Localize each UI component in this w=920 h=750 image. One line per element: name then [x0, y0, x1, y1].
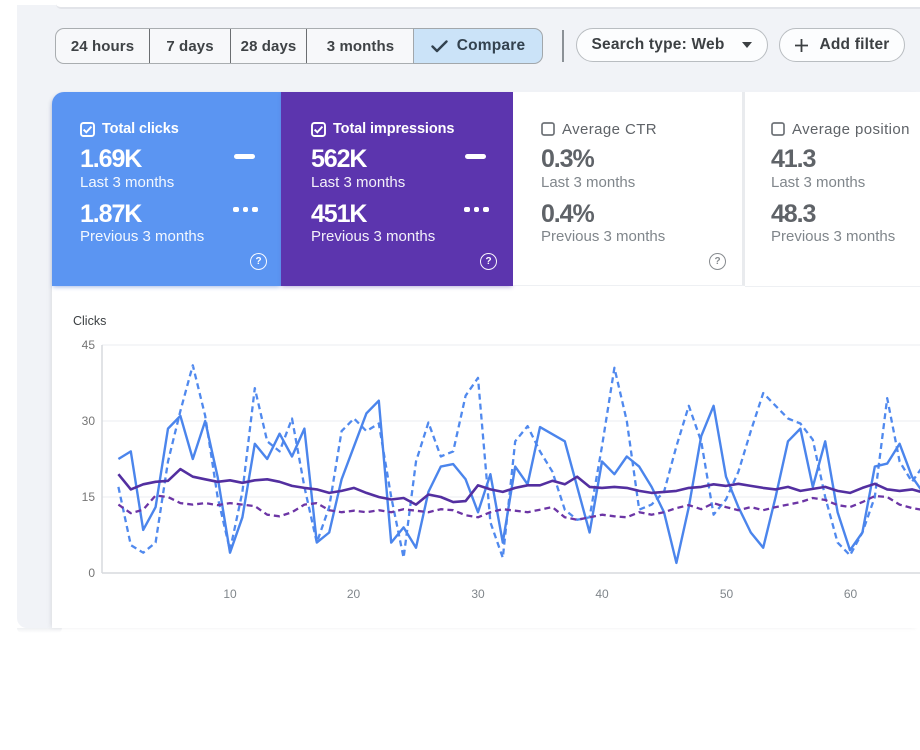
svg-text:40: 40 [595, 587, 609, 601]
svg-text:20: 20 [347, 587, 361, 601]
svg-text:50: 50 [720, 587, 734, 601]
svg-text:10: 10 [223, 587, 237, 601]
svg-text:0: 0 [88, 566, 95, 580]
svg-text:60: 60 [844, 587, 858, 601]
svg-text:30: 30 [82, 414, 96, 428]
svg-text:15: 15 [82, 490, 96, 504]
svg-text:45: 45 [82, 338, 96, 352]
svg-text:30: 30 [471, 587, 485, 601]
